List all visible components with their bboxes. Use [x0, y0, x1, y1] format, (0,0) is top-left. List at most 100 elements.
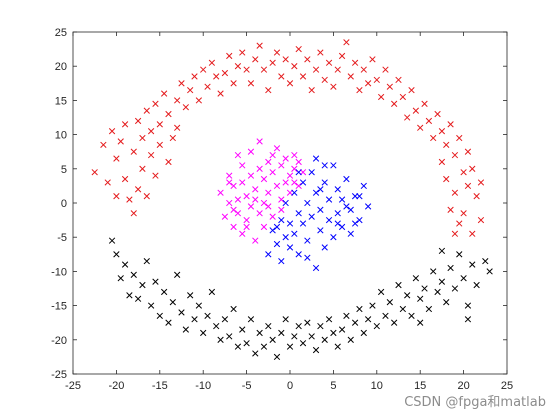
data-point-series-1 [334, 66, 341, 73]
data-point-series-4 [334, 210, 341, 217]
data-point-series-2 [421, 285, 428, 292]
data-point-series-3 [256, 210, 263, 217]
data-point-series-3 [226, 172, 233, 179]
data-point-series-1 [265, 86, 272, 94]
data-point-series-2 [260, 343, 268, 350]
data-point-series-4 [351, 220, 359, 227]
data-point-series-1 [464, 182, 472, 190]
data-point-series-2 [334, 343, 341, 350]
data-point-series-3 [282, 179, 289, 186]
data-point-series-1 [204, 83, 211, 90]
data-point-series-4 [278, 216, 285, 224]
data-point-series-2 [108, 237, 116, 244]
data-point-series-1 [451, 151, 459, 159]
data-point-series-2 [147, 302, 155, 309]
data-point-series-1 [208, 59, 216, 66]
data-point-series-1 [213, 73, 220, 80]
data-point-series-4 [338, 223, 346, 231]
data-point-series-1 [243, 66, 250, 73]
data-point-series-3 [273, 182, 281, 190]
x-tick-label: -25 [65, 380, 81, 392]
data-point-series-1 [282, 56, 289, 63]
data-point-series-1 [312, 66, 320, 73]
data-point-series-1 [139, 165, 146, 172]
data-point-series-3 [217, 189, 224, 196]
x-tick-label: 15 [414, 380, 426, 392]
data-point-series-3 [295, 158, 302, 166]
data-point-series-4 [273, 240, 281, 248]
data-point-series-1 [104, 179, 111, 186]
data-point-series-1 [469, 230, 476, 237]
x-tick-label: 0 [287, 380, 293, 392]
data-point-series-1 [325, 59, 333, 66]
data-point-series-1 [469, 165, 476, 172]
data-point-series-3 [265, 158, 272, 166]
data-point-series-2 [304, 319, 311, 326]
data-point-series-4 [330, 162, 337, 169]
data-point-series-2 [182, 326, 189, 333]
data-point-series-1 [404, 114, 411, 121]
data-point-series-2 [195, 302, 203, 309]
data-point-series-2 [438, 247, 446, 255]
data-point-series-2 [417, 319, 424, 326]
data-point-series-2 [295, 322, 302, 330]
data-point-series-3 [295, 182, 302, 190]
data-point-series-1 [443, 141, 450, 149]
data-point-series-3 [278, 162, 285, 169]
data-point-series-2 [143, 257, 150, 265]
data-point-series-1 [347, 73, 354, 80]
data-point-series-3 [260, 199, 268, 207]
data-point-series-2 [156, 312, 163, 320]
data-point-series-2 [438, 278, 446, 285]
data-point-series-3 [269, 213, 276, 220]
data-point-series-1 [256, 42, 263, 49]
data-point-series-4 [330, 234, 337, 241]
data-point-series-2 [351, 319, 359, 326]
x-tick-label: 10 [371, 380, 383, 392]
y-tick-label: -10 [51, 266, 67, 278]
data-point-series-2 [191, 316, 198, 323]
data-point-series-2 [443, 299, 450, 306]
data-point-series-3 [291, 179, 298, 186]
data-point-series-4 [312, 189, 320, 196]
data-point-series-3 [234, 210, 242, 217]
data-point-series-2 [204, 312, 211, 320]
data-point-series-4 [312, 264, 320, 272]
data-point-series-1 [169, 134, 176, 142]
data-point-series-2 [451, 285, 459, 292]
data-point-series-3 [221, 213, 229, 220]
data-point-series-1 [252, 56, 259, 63]
data-point-series-4 [360, 182, 367, 190]
data-point-series-2 [152, 278, 159, 285]
data-point-series-3 [239, 162, 246, 169]
data-point-series-2 [312, 346, 320, 354]
data-point-series-1 [443, 175, 450, 183]
data-point-series-2 [308, 333, 315, 340]
data-point-series-3 [269, 151, 276, 159]
data-point-series-4 [308, 213, 315, 220]
data-point-series-1 [147, 128, 155, 135]
data-point-series-4 [282, 234, 289, 241]
data-point-series-1 [360, 66, 367, 73]
data-point-series-1 [343, 39, 350, 46]
data-point-series-3 [278, 206, 285, 213]
data-point-series-1 [295, 45, 302, 53]
x-tick-label: 25 [501, 380, 513, 392]
data-point-series-4 [291, 230, 298, 237]
data-point-series-1 [338, 52, 346, 60]
data-point-series-2 [174, 271, 181, 278]
data-point-series-2 [291, 333, 298, 340]
data-point-series-1 [464, 148, 472, 155]
data-point-series-1 [399, 93, 406, 101]
data-point-series-1 [356, 86, 363, 94]
data-point-series-4 [299, 179, 307, 186]
data-point-series-1 [477, 216, 485, 224]
data-point-series-4 [317, 206, 324, 213]
data-point-series-2 [217, 336, 224, 343]
data-point-series-1 [412, 107, 420, 114]
data-point-series-2 [299, 340, 307, 347]
data-point-series-4 [338, 196, 346, 203]
data-point-series-1 [134, 117, 142, 125]
data-point-series-1 [191, 73, 198, 80]
